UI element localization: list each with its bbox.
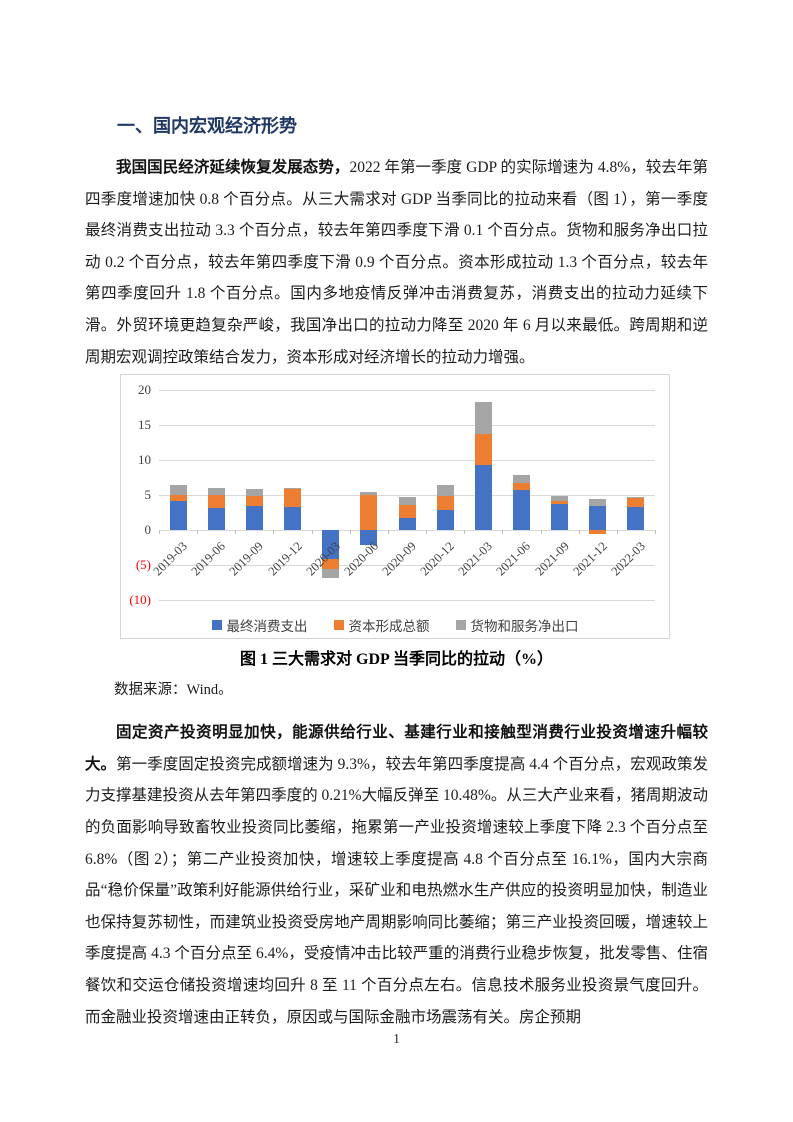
bar-segment [551, 504, 569, 531]
category-axis-tick [159, 530, 160, 535]
category-axis-tick [197, 530, 199, 535]
paragraph-gdp-overview: 我国国民经济延续恢复发展态势，2022 年第一季度 GDP 的实际增速为 4.8… [85, 152, 708, 373]
bar-segment [284, 488, 302, 489]
bar-segment [589, 506, 607, 531]
paragraph-lead-bold: 我国国民经济延续恢复发展态势， [116, 159, 350, 176]
category-axis-tick [540, 530, 542, 535]
bar-segment [169, 500, 187, 531]
y-axis-tick-label: (5) [135, 557, 151, 573]
y-axis-tick-label: 10 [138, 452, 151, 468]
bar-segment [322, 569, 340, 578]
legend-swatch-icon [455, 620, 466, 631]
bar-segment [627, 496, 645, 498]
bar-segment [436, 495, 454, 510]
category-axis-tick [502, 530, 504, 535]
paragraph-lead-bold: 固定资产投资明显加快，能源供给行业、基建行业和接触型消费行业投资增速升幅较大。 [85, 724, 708, 773]
bar-segment [207, 508, 225, 531]
legend-swatch-icon [333, 620, 344, 631]
page-content: 一、国内宏观经济形势 我国国民经济延续恢复发展态势，2022 年第一季度 GDP… [85, 113, 708, 1033]
figure1-caption: 图 1 三大需求对 GDP 当季同比的拉动（%） [240, 651, 553, 669]
legend-label: 最终消费支出 [226, 619, 308, 635]
bar-segment [474, 402, 492, 435]
bar-segment [284, 488, 302, 508]
gridline [159, 390, 655, 392]
category-axis-tick [464, 530, 466, 535]
paragraph-body-text: 2022 年第一季度 GDP 的实际增速为 4.8%，较去年第四季度增速加快 0… [85, 159, 708, 366]
bar-segment [322, 558, 340, 570]
legend-item: 货物和服务净出口 [455, 615, 579, 635]
gridline [159, 425, 655, 427]
y-axis-tick-label: 0 [144, 522, 152, 538]
bar-segment [589, 530, 607, 534]
bar-segment [474, 434, 492, 466]
data-source-note: 数据来源：Wind。 [114, 682, 233, 699]
gridline [159, 530, 655, 532]
gridline [159, 495, 655, 497]
bar-segment [627, 507, 645, 531]
bar-segment [436, 509, 454, 531]
legend-label: 货物和服务净出口 [470, 619, 579, 635]
figure1-stacked-bar-chart: 20 15 10 5 0 (5) (10) 2019-03 2019-06 2019-09 2019… [120, 374, 670, 640]
y-axis-tick-label: 5 [144, 487, 152, 503]
bar-segment [627, 497, 645, 508]
category-axis-tick [426, 530, 428, 535]
y-axis-tick-label: 20 [138, 382, 151, 398]
bar-segment [284, 507, 302, 531]
bar-segment [207, 495, 225, 509]
bar-segment [512, 474, 530, 483]
bar-segment [398, 504, 416, 519]
category-axis-tick [655, 530, 656, 535]
bar-segment [245, 488, 263, 496]
category-axis-tick [349, 530, 351, 535]
bar-segment [360, 491, 378, 496]
bar-segment [360, 530, 378, 545]
y-axis-tick-label: 15 [138, 417, 151, 433]
bar-segment [322, 530, 340, 559]
paragraph-fixed-investment: 固定资产投资明显加快，能源供给行业、基建行业和接触型消费行业投资增速升幅较大。第… [85, 717, 708, 1033]
chart-legend: 最终消费支出 资本形成总额 货物和服务净出口 [121, 615, 669, 635]
paragraph-body-text: 第一季度固定投资完成额增速为 9.3%，较去年第四季度提高 4.4 个百分点，宏… [85, 755, 708, 1026]
bar-segment [398, 518, 416, 531]
bar-segment [360, 495, 378, 531]
y-axis-tick-label: (10) [129, 592, 151, 608]
bar-segment [436, 484, 454, 496]
bar-segment [245, 506, 263, 531]
bar-segment [207, 488, 225, 496]
legend-label: 资本形成总额 [348, 619, 430, 635]
category-axis-tick [273, 530, 275, 535]
gridline [159, 460, 655, 462]
category-axis-tick [235, 530, 237, 535]
bar-segment [512, 482, 530, 490]
bar-segment [474, 465, 492, 531]
bar-segment [551, 500, 569, 505]
category-axis-tick [578, 530, 580, 535]
bar-segment [512, 489, 530, 531]
category-axis-tick [616, 530, 618, 535]
legend-item: 最终消费支出 [211, 615, 308, 635]
gridline [159, 600, 655, 602]
legend-item: 资本形成总额 [333, 615, 430, 635]
bar-segment [589, 498, 607, 507]
gridline [159, 565, 655, 567]
page-number: 1 [393, 1032, 400, 1047]
section-heading: 一、国内宏观经济形势 [117, 116, 297, 136]
bar-segment [551, 495, 569, 501]
category-axis-tick [311, 530, 313, 535]
category-axis-tick [387, 530, 389, 535]
legend-swatch-icon [211, 620, 222, 631]
bar-segment [169, 485, 187, 496]
bar-segment [245, 495, 263, 507]
bar-segment [169, 495, 187, 501]
bar-segment [398, 496, 416, 505]
